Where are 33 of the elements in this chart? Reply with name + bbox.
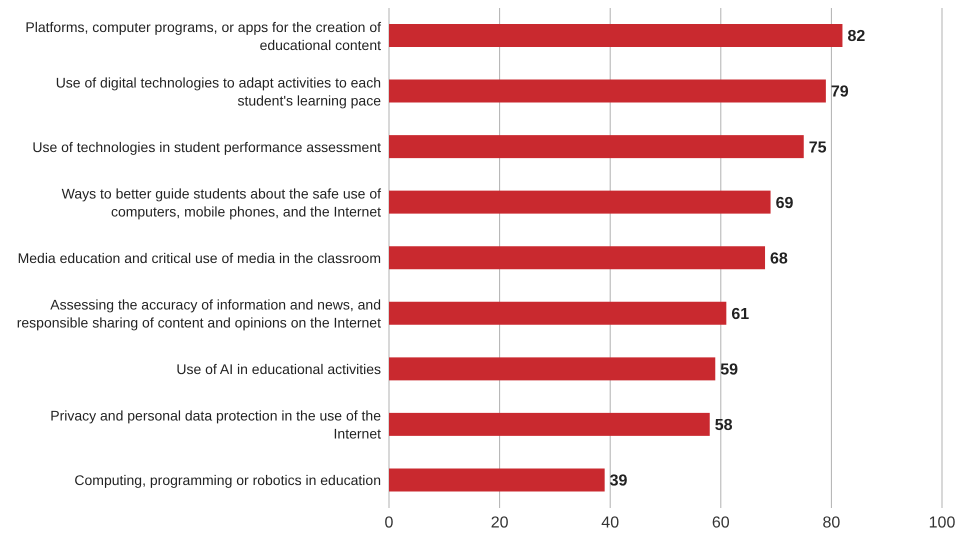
data-label: 79 [830,84,849,101]
data-label: 69 [776,194,794,212]
data-label: 59 [720,362,738,379]
x-tick-label: 60 [712,514,730,532]
x-tick-label: 80 [822,514,840,532]
y-tick-label: Assessing the accuracy of information and news, and responsible sharing of content and opinions on the Internet [16,296,382,331]
y-tick-label: Platforms, computer programs, or apps for the creation of educational content [25,18,382,53]
bar [389,190,771,214]
bar [389,135,804,158]
y-tick-label: Privacy and personal data protection in the use of the Internet [50,408,382,442]
data-label: 75 [808,139,827,156]
bar [389,468,605,492]
y-tick-label: Use of digital technologies to adapt activities to each student's learning pace [56,74,382,108]
data-label: 68 [770,250,788,268]
x-tick-label: 20 [490,514,509,532]
bar [389,80,826,103]
bar [389,412,710,436]
data-label: 82 [847,28,866,46]
x-tick-label: 0 [384,514,394,532]
y-tick-label: Media education and critical use of media in the classroom [18,250,381,266]
x-tick-label: 100 [928,514,956,532]
data-label: 58 [714,417,733,434]
data-label: 61 [731,306,750,323]
y-tick-label: Use of AI in educational activities [176,361,381,378]
data-label: 39 [610,472,628,490]
y-tick-label: Computing, programming or robotics in education [74,472,381,488]
bar [389,246,766,270]
x-tick-label: 40 [601,514,620,532]
y-tick-label: Ways to better guide students about the safe use of computers, mobile phones, and the Internet [62,185,382,220]
bar [389,357,716,380]
bar [389,24,842,47]
bar [389,302,726,325]
y-tick-label: Use of technologies in student performance assessment [32,138,382,155]
